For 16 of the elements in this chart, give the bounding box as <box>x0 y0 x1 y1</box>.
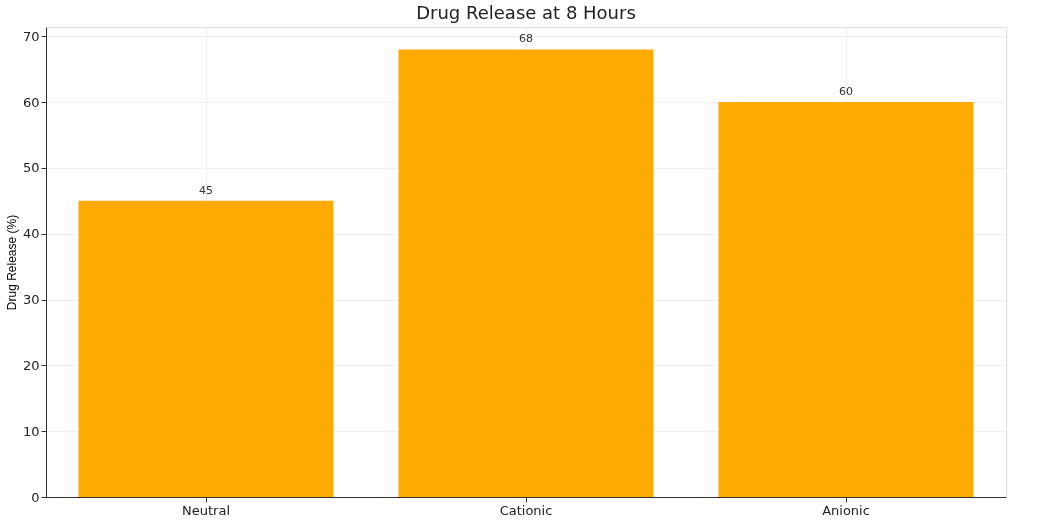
y-tick-label: 60 <box>22 94 40 110</box>
y-tick-label: 10 <box>22 423 40 439</box>
y-axis-title: Drug Release (%) <box>4 214 19 311</box>
data-label: 68 <box>519 32 533 46</box>
x-tick-label: Neutral <box>182 502 230 518</box>
y-tick-label: 70 <box>22 28 40 44</box>
data-label: 60 <box>839 85 853 99</box>
y-tick-label: 50 <box>22 160 40 176</box>
x-tick-label: Anionic <box>822 502 870 518</box>
data-label: 45 <box>199 183 213 197</box>
y-tick-label: 0 <box>31 489 40 505</box>
chart-title: Drug Release at 8 Hours <box>416 2 636 23</box>
x-tick-label: Cationic <box>499 502 553 518</box>
y-tick-label: 30 <box>22 292 40 308</box>
y-tick-label: 20 <box>22 357 40 373</box>
y-tick-label: 40 <box>22 226 40 242</box>
